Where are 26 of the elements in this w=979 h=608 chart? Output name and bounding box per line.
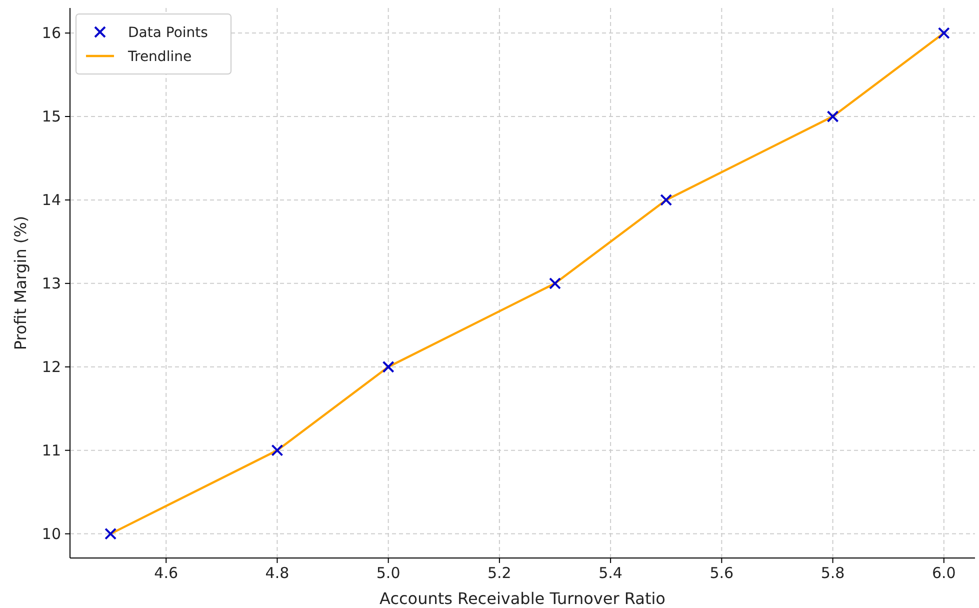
point (271, 444, 284, 456)
y-tick-label: 13 (42, 274, 61, 292)
x-tick-label: 5.2 (488, 564, 512, 582)
x-tick-label: 4.8 (265, 564, 290, 582)
point (549, 277, 561, 290)
legend-label: Trendline (127, 49, 192, 65)
y-tick-label: 16 (42, 24, 61, 42)
y-tick-label: 15 (42, 108, 61, 126)
x-tick-label: 5.6 (710, 564, 734, 582)
x-tick-label: 4.6 (154, 564, 178, 582)
y-tick-label: 10 (42, 524, 61, 543)
point (382, 360, 394, 373)
x-tick-label: 5.8 (820, 564, 845, 582)
y-tick-label: 14 (42, 190, 61, 209)
y-axis-title: Profit Margin (%) (11, 216, 30, 350)
x-tick-label: 5.4 (598, 564, 622, 582)
x-axis-title: Accounts Receivable Turnover Ratio (380, 589, 666, 608)
point (660, 194, 672, 206)
y-tick-label: 11 (42, 441, 61, 460)
legend-label: Data Points (128, 25, 208, 41)
point (826, 110, 839, 122)
x-tick-label: 6.0 (932, 564, 956, 582)
x-tick-label: 5.0 (376, 564, 400, 582)
point (938, 27, 950, 40)
y-tick-label: 12 (42, 358, 61, 376)
point (104, 528, 117, 540)
